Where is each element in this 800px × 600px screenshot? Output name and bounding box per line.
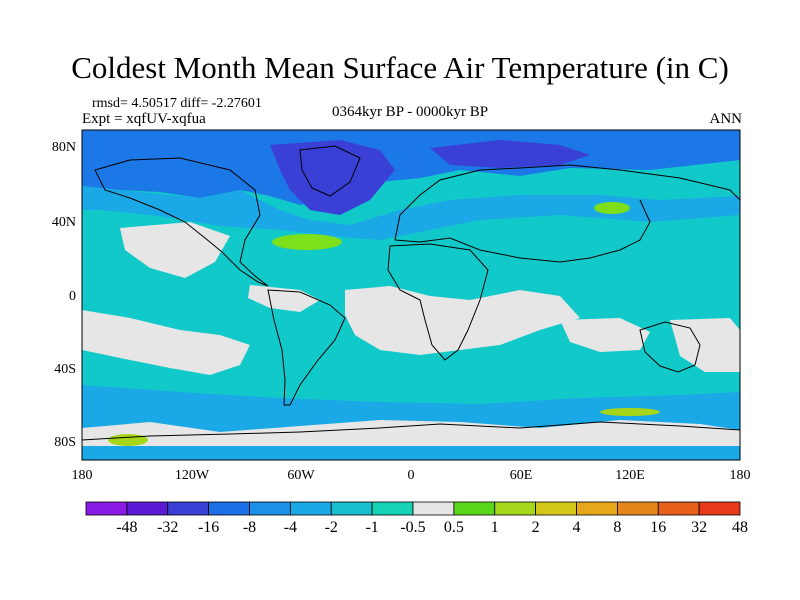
south-america-coast (267, 289, 346, 406)
colorbar-box (289, 501, 332, 516)
colorbar-box (371, 501, 414, 516)
colorbar-box (126, 501, 169, 516)
antarctica-coast (81, 421, 741, 441)
indian-ocean-neutral (560, 318, 650, 352)
stats-text: rmsd= 4.50517 diff= -2.27601 (92, 96, 262, 111)
africa-coast (387, 243, 489, 361)
colorbar-tick-label: -4 (283, 519, 298, 536)
colorbar-tick-label: -0.5 (400, 519, 426, 536)
coastlines (81, 145, 741, 441)
lon-label-60w: 60W (287, 468, 315, 483)
colorbar-tick-label: 16 (650, 519, 667, 536)
map-frame (81, 129, 741, 461)
ross-sea-warm-spot (600, 408, 660, 416)
south-pacific-neutral (82, 310, 250, 375)
lat-label-0: 0 (69, 289, 76, 304)
arctic-cool-region (82, 130, 740, 205)
antarctic-warm-spot (108, 434, 148, 446)
north-atlantic-warm-spot (272, 234, 342, 250)
antarctica-neutral (82, 420, 740, 446)
season-text: ANN (709, 111, 743, 127)
north-pacific-warm-spot (594, 202, 630, 214)
siberia-cold-core (430, 140, 590, 168)
colorbar-box (494, 501, 537, 516)
greenland-coast (299, 145, 361, 197)
colorbar-box (453, 501, 496, 516)
colorbar-tick-label: -32 (157, 519, 179, 536)
colorbar-box (535, 501, 577, 516)
colorbar-tick-label: -48 (116, 519, 138, 536)
colorbar-box (698, 501, 741, 516)
lon-label-120w: 120W (174, 468, 210, 483)
colorbar-box (330, 501, 373, 516)
colorbar-tick-label: -16 (197, 519, 220, 536)
colorbar-box (412, 501, 455, 516)
colorbar-box (249, 501, 291, 516)
colorbar-tick-label: -1 (365, 519, 379, 536)
colorbar-box (657, 501, 700, 516)
europe-asia-coast (394, 164, 741, 263)
colorbar-box (616, 501, 659, 516)
colorbar-tick-label: 8 (613, 519, 622, 536)
australia-coast (639, 321, 701, 373)
lat-label-80n: 80N (51, 140, 76, 155)
colorbar-box (85, 501, 128, 516)
lat-label-40s: 40S (54, 362, 76, 377)
period-text: 0364kyr BP - 0000kyr BP (331, 104, 489, 120)
south-atlantic-africa-neutral (345, 286, 580, 355)
colorbar-tick-label: 4 (572, 519, 581, 536)
east-pacific-neutral (248, 285, 320, 312)
lon-label-0: 0 (407, 468, 415, 483)
lon-label-120e: 120E (615, 468, 645, 483)
experiment-text: Expt = xqfUV-xqfua (82, 111, 206, 127)
colorbar-box (208, 501, 250, 516)
colorbar-tick-label: 1 (490, 519, 499, 536)
colorbar-tick-label: 2 (531, 519, 540, 536)
colorbar-tick-label: -2 (324, 519, 338, 536)
north-america-coast (94, 157, 269, 287)
lon-label-180e: 180 (729, 468, 751, 483)
colorbar-box (576, 501, 618, 516)
map-panel (81, 129, 741, 461)
lat-label-80s: 80S (54, 435, 76, 450)
chart-title: Coldest Month Mean Surface Air Temperatu… (71, 50, 729, 85)
colorbar-box (167, 501, 210, 516)
northern-cool-band (82, 186, 740, 240)
australia-neutral (670, 318, 740, 372)
lat-label-40n: 40N (51, 215, 76, 230)
colorbar-tick-label: 32 (691, 519, 708, 536)
lon-label-180w: 180 (71, 468, 93, 483)
colorbar-tick-label: 0.5 (443, 519, 464, 536)
lon-label-60e: 60E (509, 468, 533, 483)
colorbar-tick-label: -8 (242, 519, 257, 536)
colorbar-tick-label: 48 (732, 519, 748, 536)
colorbar (85, 501, 741, 516)
